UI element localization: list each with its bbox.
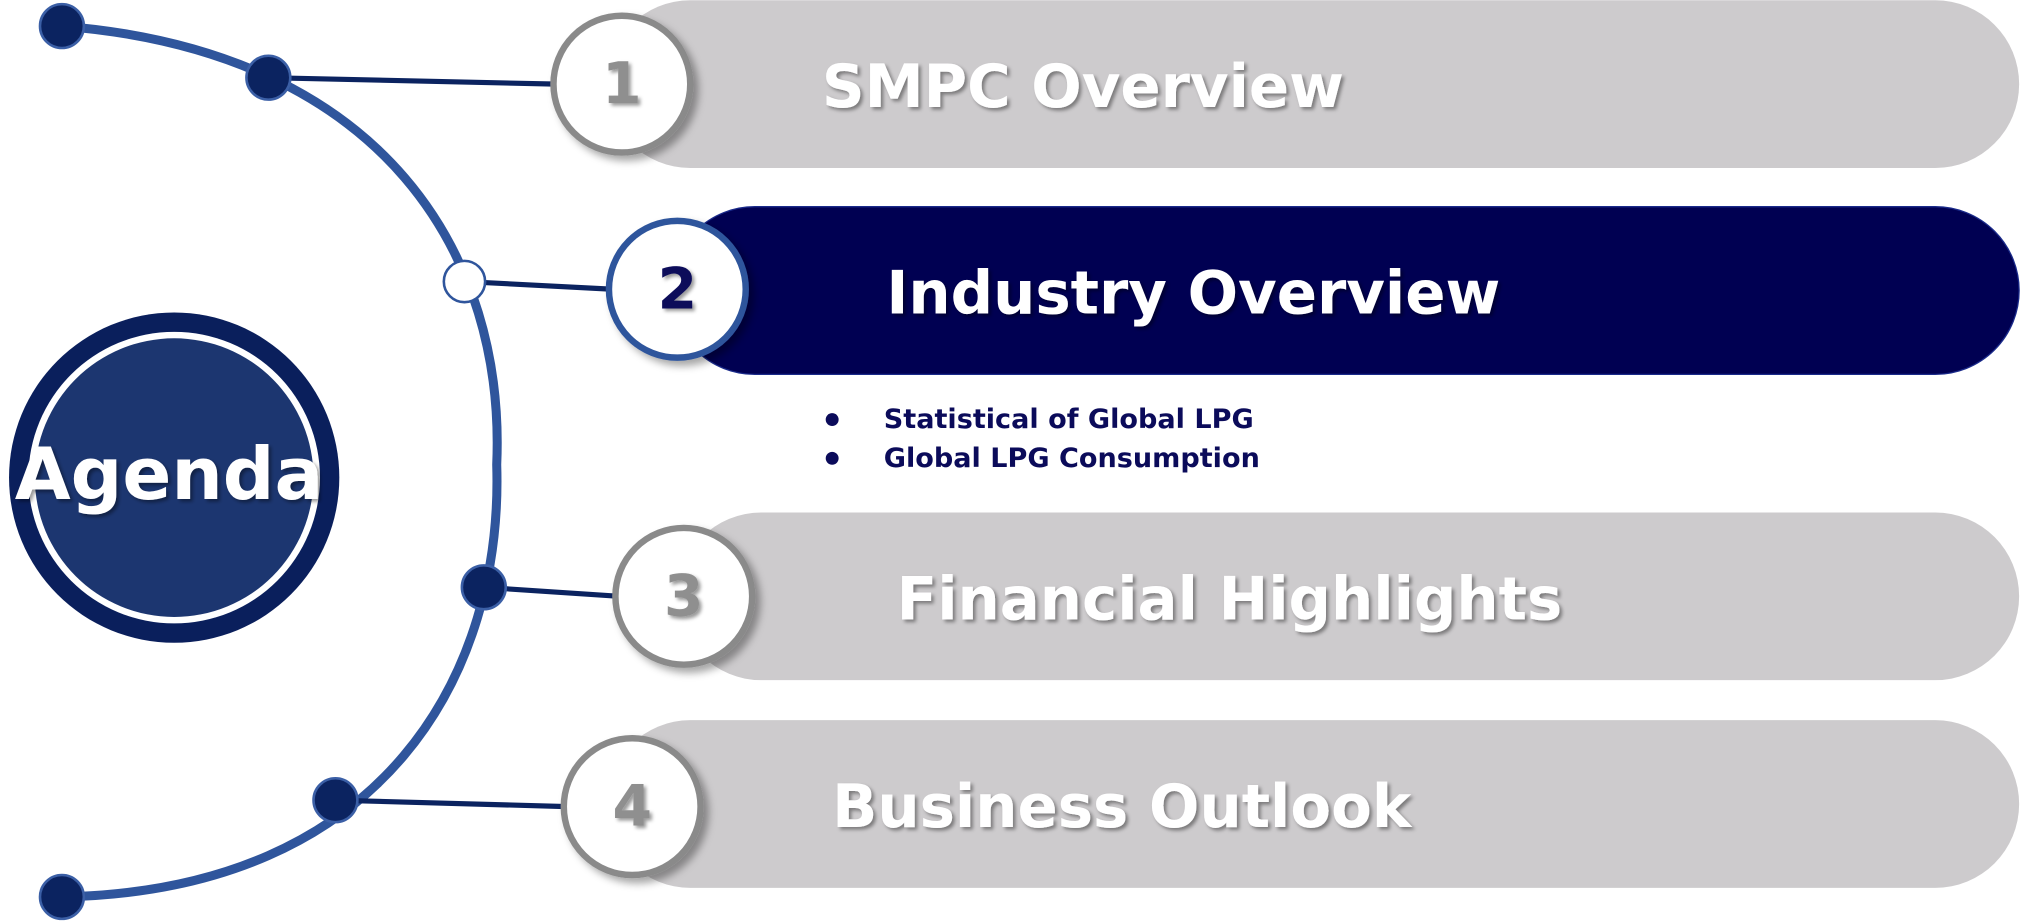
number-circle [612, 524, 756, 668]
item-label: Business Outlook [832, 772, 1413, 841]
item-pill [606, 0, 2020, 168]
item-label: Financial Highlights [897, 564, 1563, 633]
arc-node [312, 776, 359, 824]
item-number: 1 [602, 51, 642, 117]
arc [61, 21, 502, 902]
bullet-text: Global LPG Consumption [884, 443, 1260, 474]
arc-node [38, 873, 86, 921]
arc-node [460, 564, 508, 611]
connector [268, 75, 558, 87]
arc-node [245, 54, 292, 101]
number-circle [550, 12, 694, 156]
arc-node [442, 259, 487, 304]
agenda-badge: Agenda [9, 312, 340, 643]
item-pill [606, 720, 2020, 888]
agenda-title: Agenda [15, 433, 324, 517]
item-number: 2 [658, 256, 698, 322]
item-number: 3 [664, 563, 704, 629]
items: 1 SMPC Overview 2 Industry Overview Statisti… [245, 0, 2020, 888]
badge-inner [34, 338, 314, 617]
connector [335, 797, 568, 810]
bullet-dot [825, 451, 839, 465]
arc-node [38, 2, 86, 50]
bullet-dot [825, 413, 839, 427]
number-circle [560, 735, 704, 879]
item-pill [677, 512, 2020, 681]
item-label: SMPC Overview [822, 52, 1344, 121]
bullet-text: Statistical of Global LPG [884, 404, 1254, 435]
number-circle [605, 217, 749, 361]
item-label: Industry Overview [886, 259, 1500, 328]
item-number: 4 [612, 774, 652, 840]
connector [464, 278, 613, 292]
